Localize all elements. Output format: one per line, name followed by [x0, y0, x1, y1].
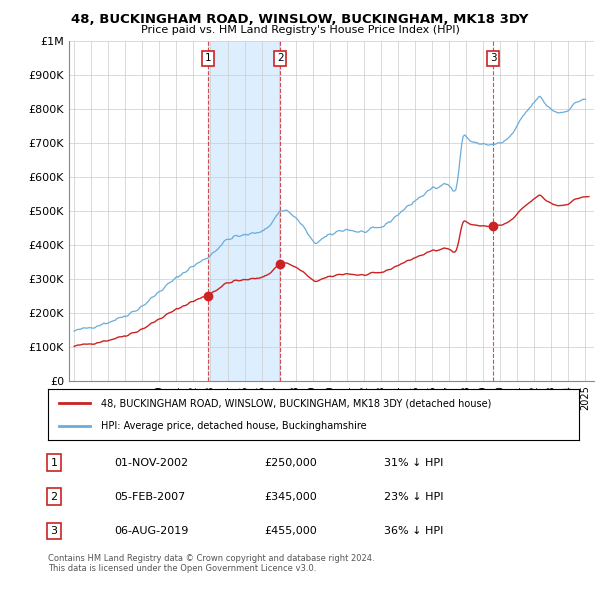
- Text: 36% ↓ HPI: 36% ↓ HPI: [384, 526, 443, 536]
- Text: 3: 3: [50, 526, 58, 536]
- Text: 2: 2: [277, 53, 283, 63]
- Text: £250,000: £250,000: [264, 458, 317, 467]
- Text: £345,000: £345,000: [264, 492, 317, 502]
- Text: This data is licensed under the Open Government Licence v3.0.: This data is licensed under the Open Gov…: [48, 565, 316, 573]
- Text: 06-AUG-2019: 06-AUG-2019: [114, 526, 188, 536]
- Text: 1: 1: [50, 458, 58, 467]
- Text: Price paid vs. HM Land Registry's House Price Index (HPI): Price paid vs. HM Land Registry's House …: [140, 25, 460, 35]
- Text: 01-NOV-2002: 01-NOV-2002: [114, 458, 188, 467]
- Text: 1: 1: [205, 53, 211, 63]
- Text: HPI: Average price, detached house, Buckinghamshire: HPI: Average price, detached house, Buck…: [101, 421, 367, 431]
- Text: 3: 3: [490, 53, 496, 63]
- Text: 31% ↓ HPI: 31% ↓ HPI: [384, 458, 443, 467]
- Text: 48, BUCKINGHAM ROAD, WINSLOW, BUCKINGHAM, MK18 3DY: 48, BUCKINGHAM ROAD, WINSLOW, BUCKINGHAM…: [71, 13, 529, 26]
- Text: Contains HM Land Registry data © Crown copyright and database right 2024.: Contains HM Land Registry data © Crown c…: [48, 554, 374, 563]
- Text: 05-FEB-2007: 05-FEB-2007: [114, 492, 185, 502]
- Bar: [208, 41, 280, 381]
- Text: 23% ↓ HPI: 23% ↓ HPI: [384, 492, 443, 502]
- Text: £455,000: £455,000: [264, 526, 317, 536]
- Text: 2: 2: [50, 492, 58, 502]
- Text: 48, BUCKINGHAM ROAD, WINSLOW, BUCKINGHAM, MK18 3DY (detached house): 48, BUCKINGHAM ROAD, WINSLOW, BUCKINGHAM…: [101, 398, 491, 408]
